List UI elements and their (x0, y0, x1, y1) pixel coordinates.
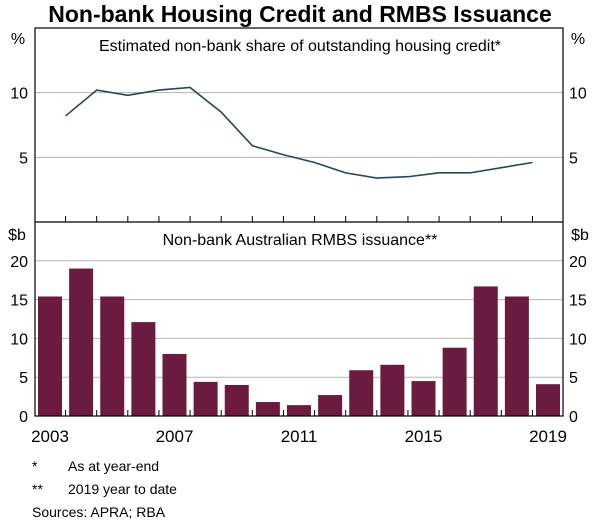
x-tick-label: 2003 (31, 427, 69, 446)
y-tick-label-right: 15 (569, 293, 587, 310)
bottom-panel-title: Non-bank Australian RMBS issuance** (163, 232, 438, 249)
bar (38, 296, 62, 416)
bar (318, 395, 343, 416)
y-tick-label-right: 20 (569, 254, 587, 271)
bottom-y-unit-right: $b (571, 227, 589, 244)
bar (162, 353, 187, 416)
x-tick-label: 2015 (405, 427, 443, 446)
line-series (65, 86, 533, 179)
bar (504, 296, 529, 416)
y-tick-label-right: 0 (569, 409, 578, 426)
x-tick-label: 2019 (529, 427, 567, 446)
chart-title: Non-bank Housing Credit and RMBS Issuanc… (48, 1, 552, 27)
bar (131, 322, 156, 416)
y-tick-label-left: 10 (10, 86, 28, 103)
y-tick-label-left: 20 (10, 254, 28, 271)
footnote-1: * As at year-end (32, 458, 159, 474)
footnote-mark: * (32, 458, 38, 474)
footnote-mark: ** (32, 481, 43, 497)
bottom-y-unit-left: $b (8, 227, 26, 244)
bar (100, 296, 125, 416)
y-tick-label-right: 5 (569, 370, 578, 387)
x-tick-label: 2007 (156, 427, 194, 446)
bar (380, 364, 405, 416)
bar (411, 381, 436, 416)
y-tick-label-left: 10 (10, 331, 28, 348)
bar (255, 402, 280, 416)
bar (473, 286, 498, 416)
y-tick-label-left: 5 (19, 150, 28, 167)
y-tick-label-left: 0 (19, 409, 28, 426)
bar (224, 384, 249, 416)
top-panel-title: Estimated non-bank share of outstanding … (99, 38, 501, 55)
sources: Sources: APRA; RBA (32, 504, 166, 520)
bar (69, 268, 94, 416)
bar (536, 384, 560, 416)
bar (442, 347, 467, 416)
top-y-unit-left: % (11, 31, 25, 48)
y-tick-label-right: 10 (569, 331, 587, 348)
y-tick-label-left: 15 (10, 293, 28, 310)
top-y-unit-right: % (571, 31, 585, 48)
x-tick-label: 2011 (281, 427, 318, 446)
y-tick-label-right: 10 (569, 86, 587, 103)
bar (349, 370, 374, 416)
bar (287, 405, 311, 416)
footnote-2: ** 2019 year to date (32, 481, 177, 497)
footnote-text: As at year-end (68, 458, 160, 474)
y-tick-label-left: 5 (19, 370, 28, 387)
y-tick-label-right: 5 (569, 150, 578, 167)
bar (193, 381, 218, 416)
footnote-text: 2019 year to date (68, 481, 177, 497)
